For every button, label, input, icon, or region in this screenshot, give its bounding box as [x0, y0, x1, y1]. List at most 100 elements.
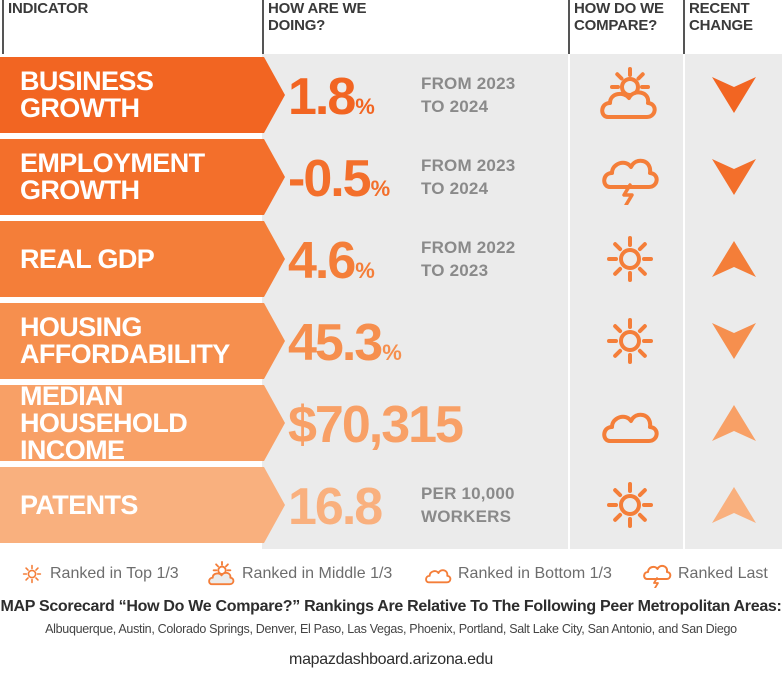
indicator-period: FROM 2022 TO 2023 — [421, 221, 515, 297]
indicator-label-line: PATENTS — [20, 489, 138, 520]
banner-arrow-shape — [0, 303, 285, 379]
header-recent-change: RECENT CHANGE — [683, 0, 782, 54]
indicator-period: PER 10,000 WORKERS — [421, 467, 515, 543]
indicator-value-number: 1.8 — [288, 68, 356, 126]
table-row: EMPLOYMENT GROWTH -0.5% FROM 2023 TO 2024 — [0, 139, 782, 215]
indicator-value-number: 4.6 — [288, 232, 356, 290]
banner-arrow-shape — [0, 139, 285, 215]
legend-item-middle: Ranked in Middle 1/3 — [208, 556, 392, 592]
banner-arrow-fill — [0, 303, 285, 379]
indicator-period-line: WORKERS — [421, 507, 512, 526]
indicator-value-number: -0.5 — [288, 150, 372, 208]
indicator-banner — [0, 467, 285, 543]
indicator-period-line: FROM 2023 — [421, 74, 516, 93]
header-indicator: INDICATOR — [2, 0, 262, 54]
indicator-label: PATENTS — [20, 467, 270, 543]
indicator-period-line: PER 10,000 — [421, 484, 515, 503]
indicator-period-line: TO 2024 — [421, 179, 489, 198]
website-url[interactable]: mapazdashboard.arizona.edu — [289, 651, 493, 668]
indicator-value-unit: % — [370, 176, 391, 201]
arrow-up-icon — [712, 487, 756, 523]
indicator-banner — [0, 221, 285, 297]
indicator-value-number: $70,315 — [288, 396, 464, 454]
indicator-period: FROM 2023 TO 2024 — [421, 139, 515, 215]
header-how-line-1: HOW ARE WE — [268, 0, 367, 17]
indicator-label: EMPLOYMENT GROWTH — [20, 139, 270, 215]
table-row: PATENTS 16.8 PER 10,000 WORKERS — [0, 467, 782, 543]
indicator-value: -0.5% — [288, 139, 390, 215]
legend: Ranked in Top 1/3 Ranked in Middle 1/3 R… — [0, 556, 782, 592]
indicator-period-line: FROM 2022 — [421, 238, 516, 257]
banner-arrow-fill — [0, 385, 285, 461]
indicator-value-unit: % — [355, 94, 375, 119]
banner-arrow-fill — [0, 57, 285, 133]
indicator-value-number: 16.8 — [288, 478, 383, 536]
indicator-value-unit: % — [355, 258, 375, 283]
cloud-icon — [425, 569, 452, 584]
banner-arrow-shape — [0, 467, 285, 543]
banner-arrow-fill — [0, 221, 285, 297]
table-row: REAL GDP 4.6% FROM 2022 TO 2023 — [0, 221, 782, 297]
footnote-title: MAP Scorecard “How Do We Compare?” Ranki… — [0, 598, 782, 615]
header-compare-line-1: HOW DO WE — [574, 0, 664, 17]
indicator-value: 16.8 — [288, 467, 383, 543]
header-compare-line-2: COMPARE? — [574, 17, 658, 34]
header-how-line-2: DOING? — [268, 17, 326, 34]
indicator-label-line: GROWTH — [20, 175, 140, 205]
storm-cloud-icon — [643, 564, 672, 588]
legend-label-top: Ranked in Top 1/3 — [50, 565, 179, 582]
legend-label-last: Ranked Last — [678, 565, 768, 582]
indicator-value: 1.8% — [288, 57, 375, 133]
indicator-period-line: TO 2024 — [421, 97, 489, 116]
table-row: MEDIAN HOUSEHOLD INCOME $70,315 — [0, 382, 782, 465]
legend-label-middle: Ranked in Middle 1/3 — [242, 565, 393, 582]
header-change-line-2: CHANGE — [689, 17, 753, 34]
header-indicator-line: INDICATOR — [8, 0, 89, 17]
indicator-label-line: EMPLOYMENT — [20, 148, 205, 178]
indicator-value: $70,315 — [288, 385, 464, 461]
values-panel — [262, 54, 782, 549]
table-row: HOUSING AFFORDABILITY 45.3% — [0, 303, 782, 379]
indicator-period-line: TO 2023 — [421, 261, 489, 280]
column-divider-change — [683, 54, 685, 549]
arrow-down-icon — [712, 323, 756, 359]
column-divider-compare — [568, 54, 570, 549]
banner-arrow-shape — [0, 385, 285, 461]
header-how-do-we-compare: HOW DO WE COMPARE? — [568, 0, 683, 54]
arrow-up-icon — [712, 405, 756, 441]
partly-cloudy-icon — [600, 67, 657, 119]
legend-item-bottom: Ranked in Bottom 1/3 — [424, 556, 612, 592]
arrow-down-icon — [712, 159, 756, 195]
arrow-down-icon — [712, 77, 756, 113]
banner-arrow-fill — [0, 139, 285, 215]
indicator-label-line: INCOME — [20, 434, 125, 465]
cloud-icon — [602, 412, 659, 443]
indicator-label-line: AFFORDABILITY — [20, 339, 230, 369]
indicator-banner — [0, 57, 285, 133]
indicator-banner — [0, 303, 285, 379]
footnote-peer-areas: Albuquerque, Austin, Colorado Springs, D… — [45, 622, 737, 636]
indicator-period: FROM 2023 TO 2024 — [421, 57, 515, 133]
sun-icon — [607, 318, 653, 364]
indicator-value: 45.3% — [288, 303, 402, 379]
sun-icon — [607, 236, 653, 282]
indicator-period-line: FROM 2023 — [421, 156, 516, 175]
indicator-label: REAL GDP — [20, 221, 270, 297]
indicator-value-unit: % — [382, 340, 402, 365]
header-how-are-we-doing: HOW ARE WE DOING? — [262, 0, 568, 54]
indicator-label-line: BUSINESS GROWTH — [20, 66, 154, 123]
indicator-label: HOUSING AFFORDABILITY — [20, 303, 270, 379]
indicator-value-number: 45.3 — [288, 314, 383, 372]
indicator-label-line: REAL GDP — [20, 243, 155, 274]
arrow-up-icon — [712, 241, 756, 277]
indicator-label: BUSINESS GROWTH — [20, 57, 270, 133]
sun-icon — [22, 564, 42, 584]
indicator-banner — [0, 139, 285, 215]
legend-item-last: Ranked Last — [642, 556, 768, 592]
indicator-label-line: HOUSING — [20, 312, 142, 342]
table-row: BUSINESS GROWTH 1.8% FROM 2023 TO 2024 — [0, 57, 782, 133]
banner-arrow-shape — [0, 57, 285, 133]
partly-cloudy-icon — [208, 561, 235, 586]
banner-arrow-fill — [0, 467, 285, 543]
legend-item-top: Ranked in Top 1/3 — [20, 556, 179, 592]
